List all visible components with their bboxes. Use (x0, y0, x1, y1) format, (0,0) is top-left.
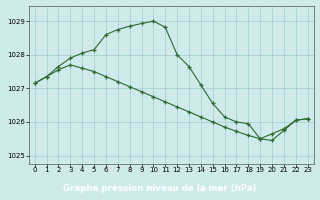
Text: Graphe pression niveau de la mer (hPa): Graphe pression niveau de la mer (hPa) (63, 184, 257, 193)
